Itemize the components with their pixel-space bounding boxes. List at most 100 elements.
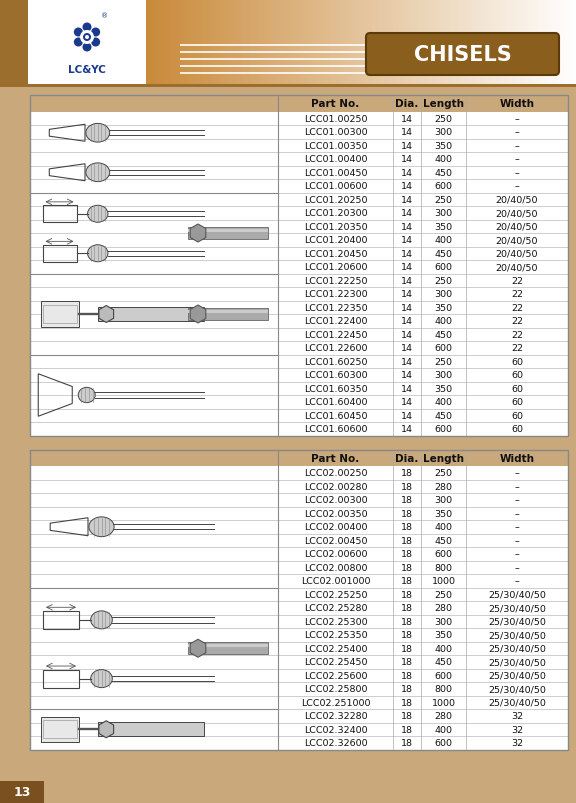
Text: 300: 300: [434, 209, 453, 218]
Text: 22: 22: [511, 290, 523, 299]
Text: 350: 350: [434, 141, 453, 151]
Circle shape: [91, 28, 100, 38]
Text: LCC02.00350: LCC02.00350: [304, 509, 367, 518]
Bar: [30, 166, 568, 180]
Bar: [438, 0, 442, 85]
Bar: [185, 0, 188, 85]
Bar: [443, 0, 446, 85]
Bar: [30, 409, 568, 422]
Text: 18: 18: [401, 738, 413, 748]
Bar: [441, 0, 444, 85]
Bar: [307, 0, 310, 85]
Ellipse shape: [89, 517, 114, 537]
Text: 450: 450: [434, 411, 453, 420]
Bar: [468, 0, 472, 85]
Text: 18: 18: [401, 563, 413, 572]
Ellipse shape: [78, 388, 95, 403]
Text: 18: 18: [401, 658, 413, 666]
Bar: [98, 308, 204, 321]
Bar: [256, 0, 259, 85]
Bar: [165, 0, 169, 85]
Text: Part No.: Part No.: [312, 453, 359, 463]
Bar: [153, 0, 156, 85]
Text: LCC02.25450: LCC02.25450: [304, 658, 367, 666]
Bar: [282, 0, 285, 85]
Bar: [148, 0, 151, 85]
Circle shape: [82, 23, 92, 32]
Text: 600: 600: [434, 738, 453, 748]
Bar: [385, 0, 388, 85]
Text: 25/30/40/50: 25/30/40/50: [488, 590, 546, 599]
Bar: [550, 0, 554, 85]
Text: 60: 60: [511, 425, 523, 434]
Bar: [430, 0, 433, 85]
Text: 25/30/40/50: 25/30/40/50: [488, 698, 546, 707]
Bar: [324, 0, 328, 85]
Bar: [290, 0, 293, 85]
Text: 250: 250: [434, 469, 453, 478]
Bar: [323, 0, 325, 85]
Text: 14: 14: [401, 141, 413, 151]
Text: 1000: 1000: [431, 577, 456, 585]
Bar: [30, 601, 568, 615]
Bar: [427, 0, 431, 85]
Bar: [565, 0, 569, 85]
Text: 300: 300: [434, 617, 453, 626]
Bar: [548, 0, 551, 85]
Bar: [260, 0, 263, 85]
Bar: [327, 0, 329, 85]
Bar: [170, 0, 173, 85]
Bar: [456, 0, 458, 85]
Circle shape: [80, 31, 94, 45]
Bar: [188, 308, 268, 320]
Bar: [391, 0, 394, 85]
Text: 600: 600: [434, 549, 453, 559]
Bar: [486, 0, 489, 85]
Text: 20/40/50: 20/40/50: [496, 250, 538, 259]
Bar: [30, 615, 568, 628]
Bar: [301, 0, 304, 85]
Ellipse shape: [90, 611, 112, 629]
Text: 18: 18: [401, 684, 413, 693]
Text: LCC01.00600: LCC01.00600: [304, 182, 367, 191]
Text: 600: 600: [434, 425, 453, 434]
Bar: [236, 0, 240, 85]
Text: 400: 400: [434, 155, 453, 164]
Text: 400: 400: [434, 317, 453, 326]
Bar: [411, 0, 414, 85]
Bar: [471, 0, 474, 85]
Text: LCC01.20250: LCC01.20250: [304, 195, 367, 205]
Bar: [423, 0, 426, 85]
Text: LCC01.00300: LCC01.00300: [304, 128, 367, 137]
Bar: [404, 0, 407, 85]
Bar: [389, 0, 392, 85]
Text: 14: 14: [401, 236, 413, 245]
Text: –: –: [514, 128, 520, 137]
Bar: [518, 0, 521, 85]
Bar: [436, 0, 439, 85]
Bar: [477, 0, 480, 85]
Bar: [30, 560, 568, 574]
Text: 14: 14: [401, 317, 413, 326]
Bar: [376, 0, 379, 85]
Bar: [357, 0, 360, 85]
Bar: [41, 302, 79, 328]
Bar: [574, 0, 576, 85]
Bar: [30, 422, 568, 436]
Text: 18: 18: [401, 482, 413, 491]
Bar: [353, 0, 355, 85]
Text: 400: 400: [434, 397, 453, 407]
Text: LCC01.60300: LCC01.60300: [304, 371, 367, 380]
Bar: [228, 0, 231, 85]
Bar: [226, 0, 229, 85]
Text: LCC02.25400: LCC02.25400: [304, 644, 367, 653]
Text: Length: Length: [423, 99, 464, 109]
Bar: [0, 781, 44, 803]
Text: 280: 280: [434, 604, 453, 613]
Bar: [30, 467, 568, 480]
Text: LCC01.60350: LCC01.60350: [304, 385, 367, 393]
Bar: [473, 0, 476, 85]
Bar: [350, 0, 354, 85]
Bar: [30, 301, 568, 315]
Text: LCC02.25250: LCC02.25250: [304, 590, 367, 599]
